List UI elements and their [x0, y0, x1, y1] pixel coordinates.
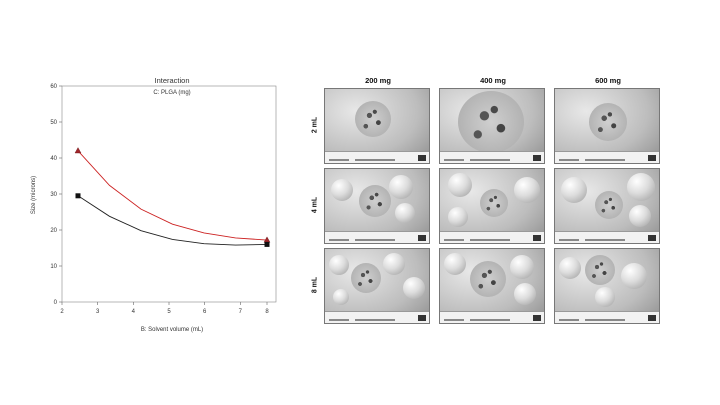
- row-header-8ml: 8 mL: [308, 250, 322, 320]
- series-line-2: [77, 195, 268, 246]
- scale-bar: [325, 151, 429, 163]
- x-tick-label: 4: [132, 309, 136, 315]
- microsphere: [585, 255, 615, 285]
- interaction-chart: Interaction C: PLGA (mg) Size (microns) …: [31, 76, 277, 333]
- scale-bar: [325, 311, 429, 323]
- microsphere: [480, 189, 508, 217]
- scale-bar: [440, 151, 544, 163]
- microsphere: [444, 253, 466, 275]
- microsphere: [559, 257, 581, 279]
- x-tick-label: 8: [265, 309, 269, 315]
- microsphere: [589, 103, 627, 141]
- y-tick-label: 60: [50, 84, 57, 90]
- microsphere: [629, 205, 651, 227]
- chart-subtitle: C: PLGA (mg): [153, 90, 190, 96]
- column-header-400mg: 400 mg: [480, 76, 506, 85]
- sem-image-2ml-400mg: [439, 88, 545, 164]
- y-tick-label: 0: [54, 300, 58, 306]
- microsphere: [621, 263, 647, 289]
- microsphere: [627, 173, 655, 201]
- y-tick-label: 10: [50, 264, 57, 270]
- microsphere: [514, 283, 536, 305]
- x-tick-label: 2: [60, 309, 64, 315]
- x-axis-label: B: Solvent volume (mL): [141, 327, 203, 333]
- scale-bar: [440, 311, 544, 323]
- row-header-2ml: 2 mL: [308, 90, 322, 160]
- microsphere: [458, 91, 524, 153]
- microsphere: [403, 277, 425, 299]
- microsphere: [561, 177, 587, 203]
- microsphere: [355, 101, 391, 137]
- chart-title: Interaction: [154, 76, 189, 85]
- y-tick-label: 30: [50, 192, 57, 198]
- microsphere: [329, 255, 349, 275]
- microsphere: [448, 173, 472, 197]
- y-tick-label: 40: [50, 156, 57, 162]
- scale-bar: [325, 231, 429, 243]
- sem-image-8ml-600mg: [554, 248, 660, 324]
- x-tick-label: 3: [96, 309, 100, 315]
- column-header-200mg: 200 mg: [365, 76, 391, 85]
- microsphere: [514, 177, 540, 203]
- scale-bar: [555, 231, 659, 243]
- sem-image-2ml-600mg: [554, 88, 660, 164]
- microsphere: [595, 191, 623, 219]
- row-header-8ml-label: 8 mL: [311, 276, 319, 294]
- data-point-square: [75, 193, 81, 199]
- row-header-4ml: 4 mL: [308, 170, 322, 240]
- microsphere: [331, 179, 353, 201]
- plot-area: 0 10 20 30 40 50 60 2 3 4 5 6 7 8: [50, 84, 277, 315]
- sem-image-grid: 200 mg 400 mg 600 mg 2 mL 4 mL 8 mL: [308, 70, 678, 332]
- microsphere: [333, 289, 349, 305]
- sem-image-4ml-200mg: [324, 168, 430, 244]
- series-line-1: [77, 150, 268, 241]
- microsphere: [359, 185, 391, 217]
- sem-image-8ml-200mg: [324, 248, 430, 324]
- scale-bar: [555, 151, 659, 163]
- microsphere: [389, 175, 413, 199]
- plot-frame: [61, 85, 277, 303]
- y-tick-label: 20: [50, 228, 57, 234]
- y-tick-label: 50: [50, 120, 57, 126]
- column-header-600mg: 600 mg: [595, 76, 621, 85]
- x-tick-label: 6: [203, 309, 207, 315]
- microsphere: [395, 203, 415, 223]
- row-header-2ml-label: 2 mL: [311, 116, 319, 134]
- microsphere: [510, 255, 534, 279]
- sem-image-4ml-400mg: [439, 168, 545, 244]
- microsphere: [383, 253, 405, 275]
- x-tick-label: 5: [167, 309, 171, 315]
- data-point-square: [264, 241, 270, 247]
- x-tick-label: 7: [239, 309, 243, 315]
- scale-bar: [440, 231, 544, 243]
- microsphere: [448, 207, 468, 227]
- scale-bar: [555, 311, 659, 323]
- microsphere: [351, 263, 381, 293]
- y-axis-label: Size (microns): [31, 176, 37, 214]
- row-header-4ml-label: 4 mL: [311, 196, 319, 214]
- microsphere: [470, 261, 506, 297]
- microsphere: [595, 287, 615, 307]
- sem-image-2ml-200mg: [324, 88, 430, 164]
- data-point-triangle: [74, 147, 82, 154]
- sem-image-8ml-400mg: [439, 248, 545, 324]
- sem-image-4ml-600mg: [554, 168, 660, 244]
